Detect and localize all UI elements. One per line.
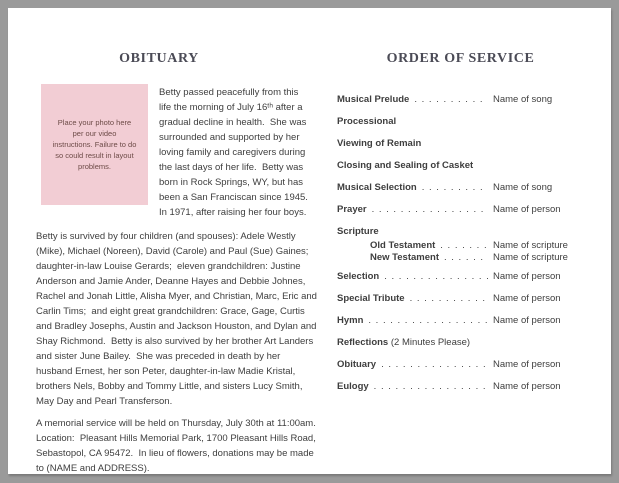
dot-leader: . . . . . . . . . . . . . . . . . . . . … xyxy=(443,252,488,263)
order-item-group: Scripture Old Testament . . . . . . . . . … xyxy=(337,226,593,264)
obituary-paragraph-2: Betty is survived by four children (and … xyxy=(36,231,320,407)
order-item-label: Reflections xyxy=(337,337,389,348)
order-item-row: Eulogy . . . . . . . . . . . . . . . . . … xyxy=(337,381,593,393)
order-item-label: Special Tribute xyxy=(337,293,405,304)
order-item-label: Processional xyxy=(337,116,397,127)
order-item-label: Musical Prelude xyxy=(337,94,410,105)
order-subitem-row: Old Testament . . . . . . . . . . . . . .… xyxy=(370,240,593,252)
obituary-title: OBITUARY xyxy=(119,51,199,66)
order-item-value: Name of person xyxy=(493,271,561,282)
order-item-row: Musical Selection . . . . . . . . . . . .… xyxy=(337,182,593,194)
order-item-value: Name of scripture xyxy=(493,252,568,263)
photo-placeholder-text: Place your photo here per our video inst… xyxy=(52,118,137,171)
order-item-row: Processional xyxy=(337,116,593,128)
obituary-paragraph-1: Betty passed peacefully from this life t… xyxy=(159,87,314,218)
order-item-value: Name of person xyxy=(493,315,561,326)
order-item-label: Closing and Sealing of Casket xyxy=(337,160,474,171)
order-of-service-title: ORDER OF SERVICE xyxy=(386,51,535,66)
order-item-row: Closing and Sealing of Casket xyxy=(337,160,593,172)
dot-leader: . . . . . . . . . . . . . . . . . . . . … xyxy=(440,240,488,251)
order-item-note: (2 Minutes Please) xyxy=(388,337,471,348)
order-item-label: Hymn xyxy=(337,315,364,326)
dot-leader: . . . . . . . . . . . . . . . . . . . . … xyxy=(384,271,488,282)
order-item-value: Name of person xyxy=(493,359,561,370)
order-item-row: Scripture xyxy=(337,226,593,238)
order-item-label: Obituary xyxy=(337,359,377,370)
order-item-label: Old Testament xyxy=(370,240,436,251)
obituary-paragraph-3: A memorial service will be held on Thurs… xyxy=(36,418,322,474)
order-item-label: Viewing of Remain xyxy=(337,138,422,149)
order-item-label: Selection xyxy=(337,271,380,282)
order-item-row: Selection . . . . . . . . . . . . . . . .… xyxy=(337,271,593,283)
obituary-section: OBITUARY Place your photo here per our v… xyxy=(8,8,317,474)
order-item-value: Name of song xyxy=(493,182,553,193)
dot-leader: . . . . . . . . . . . . . . . . . . . . … xyxy=(414,94,488,105)
order-item-label: Musical Selection xyxy=(337,182,417,193)
order-item-label: Prayer xyxy=(337,204,367,215)
photo-and-intro-row: Place your photo here per our video inst… xyxy=(41,84,310,220)
order-item-row: Special Tribute . . . . . . . . . . . . .… xyxy=(337,293,593,305)
order-item-value: Name of person xyxy=(493,204,561,215)
dot-leader: . . . . . . . . . . . . . . . . . . . . … xyxy=(373,381,488,392)
order-of-service-section: ORDER OF SERVICE Musical Prelude . . . . … xyxy=(310,8,611,474)
order-item-row: Obituary . . . . . . . . . . . . . . . . … xyxy=(337,359,593,371)
dot-leader: . . . . . . . . . . . . . . . . . . . . … xyxy=(368,315,488,326)
dot-leader: . . . . . . . . . . . . . . . . . . . . … xyxy=(371,204,488,215)
program-page: OBITUARY Place your photo here per our v… xyxy=(8,8,611,474)
order-subitem-row: New Testament . . . . . . . . . . . . . .… xyxy=(370,252,593,264)
order-item-value: Name of person xyxy=(493,293,561,304)
order-item-value: Name of song xyxy=(493,94,553,105)
dot-leader: . . . . . . . . . . . . . . . . . . . . … xyxy=(421,182,488,193)
order-item-label: New Testament xyxy=(370,252,439,263)
order-item-label: Scripture xyxy=(337,226,379,237)
order-item-row: Viewing of Remain xyxy=(337,138,593,150)
order-item-row: Reflections (2 Minutes Please) xyxy=(337,337,593,349)
dot-leader: . . . . . . . . . . . . . . . . . . . . … xyxy=(409,293,488,304)
order-item-row: Musical Prelude . . . . . . . . . . . . .… xyxy=(337,94,593,106)
photo-placeholder[interactable]: Place your photo here per our video inst… xyxy=(41,84,148,205)
order-item-value: Name of person xyxy=(493,381,561,392)
order-item-row: Hymn . . . . . . . . . . . . . . . . . . … xyxy=(337,315,593,327)
order-item-value: Name of scripture xyxy=(493,240,568,251)
order-item-label: Eulogy xyxy=(337,381,369,392)
order-item-row: Prayer . . . . . . . . . . . . . . . . . … xyxy=(337,204,593,216)
order-of-service-list: Musical Prelude . . . . . . . . . . . . .… xyxy=(337,94,593,393)
dot-leader: . . . . . . . . . . . . . . . . . . . . … xyxy=(381,359,488,370)
